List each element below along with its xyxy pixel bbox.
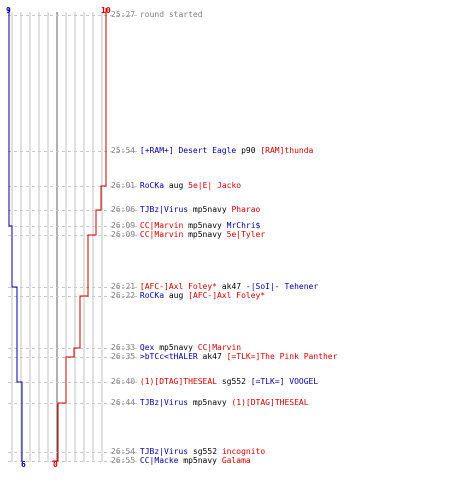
victim-name: [=TLK=]The Pink Panther [226, 352, 338, 361]
event-time: 26:06 [111, 205, 136, 214]
event-row: 26:33 Qex mp5navy CC|Marvin [111, 343, 241, 352]
red-team-alive-line [52, 8, 107, 462]
killer-name: (1)[DTAG]THESEAL [139, 377, 217, 386]
killer-name: CC|Macke [139, 456, 179, 465]
weapon-name: mp5navy [159, 343, 193, 352]
killer-name: RoCKa [139, 291, 165, 300]
blue-end-score: 6 [21, 460, 26, 469]
weapon-name: mp5navy [192, 398, 227, 407]
killer-name: [AFC-]Axl Foley* [139, 282, 217, 291]
event-message: round started [139, 10, 203, 19]
killer-name: TJBz|Virus [139, 398, 189, 407]
event-time: 26:54 [111, 447, 136, 456]
event-row: 26:06 TJBz|Virus mp5navy Pharao [111, 205, 260, 214]
event-time: 26:21 [111, 282, 136, 291]
blue-team-alive-line [8, 8, 23, 462]
victim-name: 5e|E| Jacko [188, 181, 242, 190]
victim-name: [RAM]thunda [260, 146, 314, 155]
weapon-name: p90 [241, 146, 256, 155]
victim-name: [AFC-]Axl Foley* [188, 291, 266, 300]
event-row: 26:22 RoCKa aug [AFC-]Axl Foley* [111, 291, 265, 300]
victim-name: [=TLK=] VOOGEL [250, 377, 319, 386]
victim-name: MrChri$ [226, 221, 261, 230]
event-time: 25:27 [111, 10, 136, 19]
victim-name: Pharao [231, 205, 261, 214]
event-row: 26:44 TJBz|Virus mp5navy (1)[DTAG]THESEA… [111, 398, 309, 407]
killer-name: Qex [139, 343, 155, 352]
event-time: 26:01 [111, 181, 136, 190]
red-start-score: 10 [101, 6, 111, 15]
killer-name: [+RAM+] Desert Eagle [139, 146, 237, 155]
event-time: 26:33 [111, 343, 136, 352]
event-row: 25:27 round started [111, 10, 203, 19]
event-row: 26:55 CC|Macke mp5navy Galama [111, 456, 251, 465]
event-row: 26:09 CC|Marvin mp5navy MrChri$ [111, 221, 260, 230]
event-row: 25:54 [+RAM+] Desert Eagle p90 [RAM]thun… [111, 146, 313, 155]
event-row: 26:21 [AFC-]Axl Foley* ak47 -|SoI|- Tehe… [111, 282, 318, 291]
victim-name: (1)[DTAG]THESEAL [231, 398, 309, 407]
weapon-name: mp5navy [192, 205, 227, 214]
victim-name: incognito [221, 447, 266, 456]
weapon-name: sg552 [192, 447, 218, 456]
killer-name: CC|Marvin [139, 221, 184, 230]
event-time: 26:35 [111, 352, 136, 361]
event-time: 26:22 [111, 291, 136, 300]
event-time: 25:54 [111, 146, 136, 155]
weapon-name: ak47 [221, 282, 242, 291]
weapon-name: sg552 [221, 377, 246, 386]
event-time: 26:44 [111, 398, 136, 407]
killer-name: >bTCc<tHALER [139, 352, 198, 361]
victim-name: CC|Marvin [197, 343, 242, 352]
red-end-score: 0 [53, 460, 58, 469]
weapon-name: ak47 [202, 352, 222, 361]
event-row: 26:35 >bTCc<tHALER ak47 [=TLK=]The Pink … [111, 352, 337, 361]
killer-name: CC|Marvin [139, 230, 184, 239]
weapon-name: mp5navy [188, 221, 222, 230]
killer-name: TJBz|Virus [139, 447, 189, 456]
victim-name: -|SoI|- Tehener [245, 282, 319, 291]
event-time: 26:09 [111, 221, 136, 230]
event-row: 26:09 CC|Marvin mp5navy 5e|Tyler [111, 230, 265, 239]
event-row: 26:54 TJBz|Virus sg552 incognito [111, 447, 265, 456]
killer-name: TJBz|Virus [139, 205, 189, 214]
event-row: 26:40 (1)[DTAG]THESEAL sg552 [=TLK=] VOO… [111, 377, 318, 386]
event-time: 26:55 [111, 456, 136, 465]
victim-name: Galama [221, 456, 251, 465]
event-row: 26:01 RoCKa aug 5e|E| Jacko [111, 181, 241, 190]
killer-name: RoCKa [139, 181, 165, 190]
event-time: 26:09 [111, 230, 136, 239]
weapon-name: aug [168, 181, 184, 190]
weapon-name: mp5navy [183, 456, 217, 465]
weapon-name: aug [168, 291, 184, 300]
blue-start-score: 9 [6, 6, 11, 15]
weapon-name: mp5navy [188, 230, 222, 239]
victim-name: 5e|Tyler [226, 230, 266, 239]
event-time: 26:40 [111, 377, 136, 386]
